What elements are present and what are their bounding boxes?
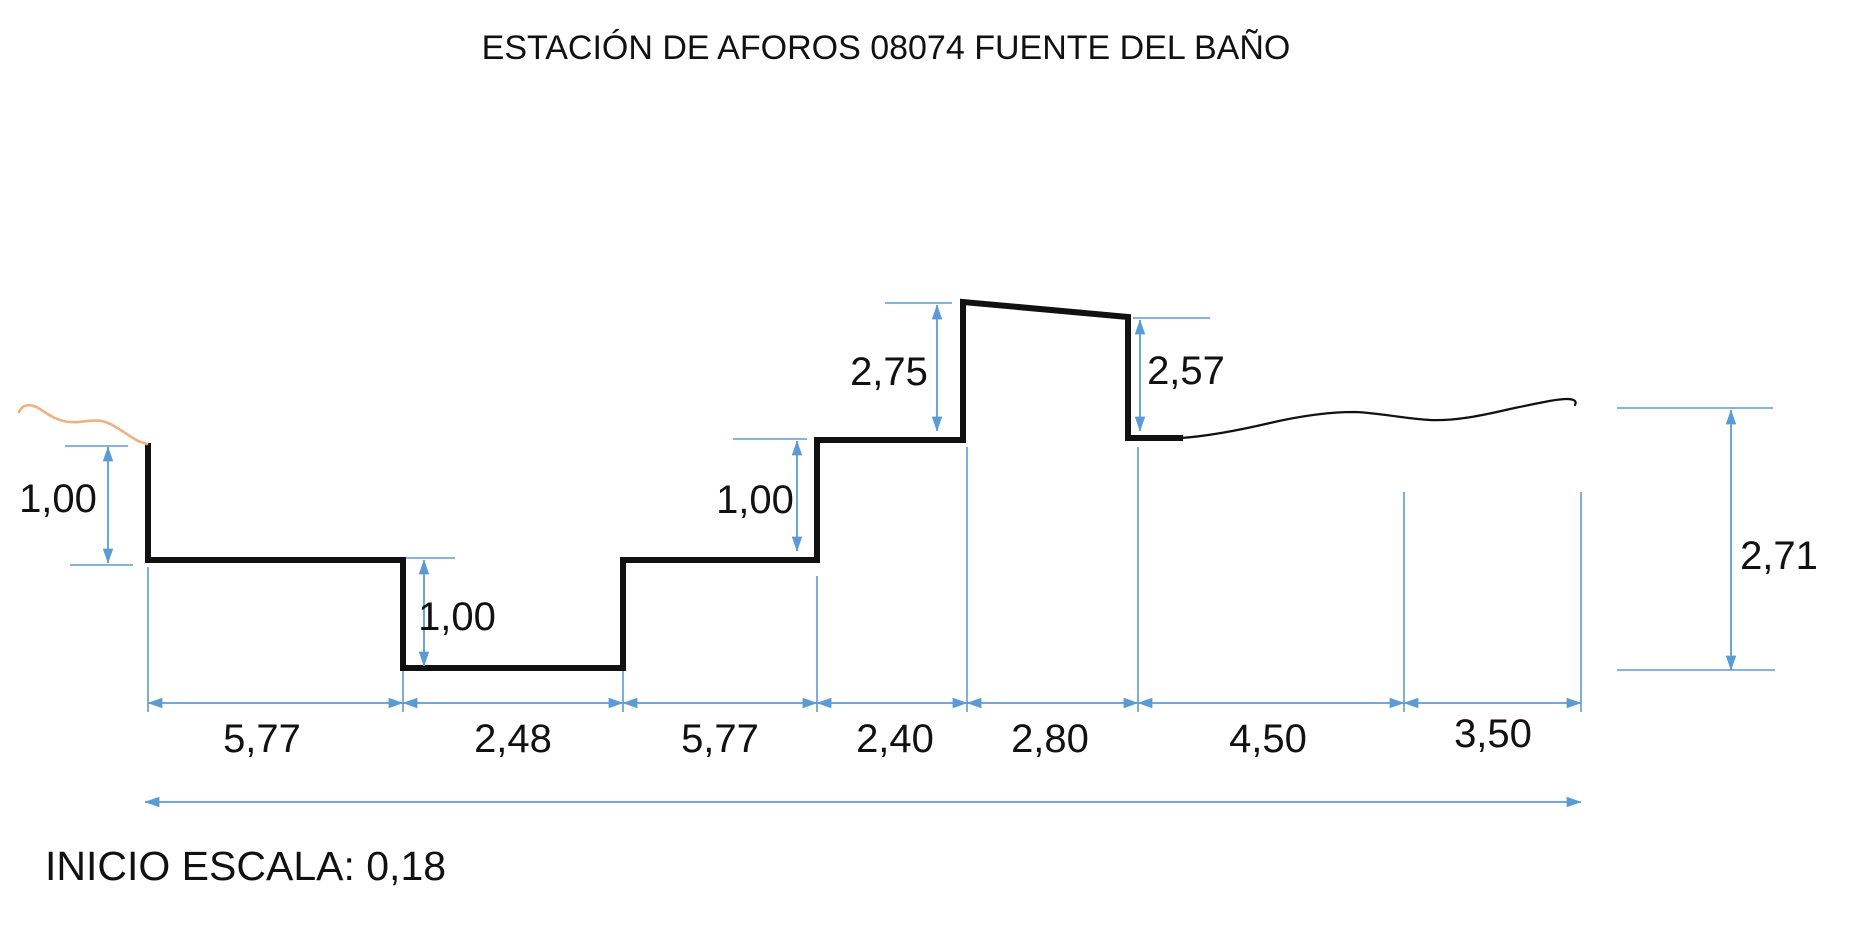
width-label-4: 2,40 <box>856 717 934 761</box>
height-label-notch: 1,00 <box>418 595 496 639</box>
scale-note: INICIO ESCALA: 0,18 <box>45 843 446 889</box>
diagram-title: ESTACIÓN DE AFOROS 08074 FUENTE DEL BAÑO <box>482 29 1291 67</box>
width-label-3: 5,77 <box>681 717 759 761</box>
width-label-5: 2,80 <box>1011 717 1089 761</box>
height-label-left-bank: 1,00 <box>19 477 97 521</box>
channel-profile-line <box>145 298 1183 671</box>
vertical-dimension-labels: 1,00 1,00 1,00 2,75 2,57 2,71 <box>19 349 1818 639</box>
width-label-2: 2,48 <box>474 717 552 761</box>
height-label-mid-step: 1,00 <box>716 478 794 522</box>
terrain-line-right <box>1179 397 1577 440</box>
extension-lines-horizontal <box>65 302 1775 671</box>
height-label-crest-upstream: 2,75 <box>850 350 928 394</box>
terrain-line-left <box>17 403 149 446</box>
width-label-1: 5,77 <box>223 717 301 761</box>
horizontal-dimension-arrows <box>144 697 1582 808</box>
extension-lines-vertical <box>147 447 1582 712</box>
vertical-dimension-arrows <box>102 304 1737 671</box>
height-label-right-bank: 2,71 <box>1740 534 1818 578</box>
height-label-crest-downstream: 2,57 <box>1147 349 1225 393</box>
width-label-7: 3,50 <box>1454 712 1532 756</box>
width-label-6: 4,50 <box>1229 717 1307 761</box>
horizontal-dimension-labels: 5,77 2,48 5,77 2,40 2,80 4,50 3,50 <box>223 712 1532 761</box>
